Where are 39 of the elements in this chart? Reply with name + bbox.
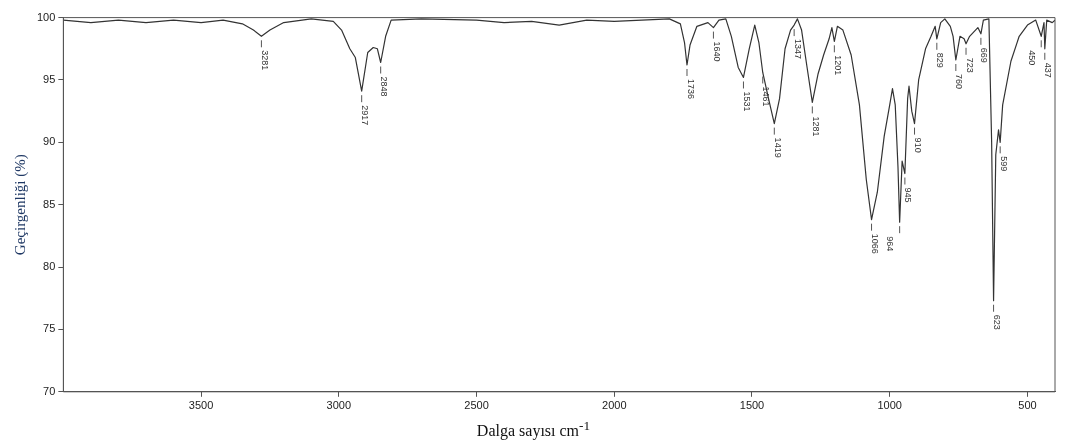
- annotation: 910: [913, 137, 924, 153]
- annotation: 1347: [792, 39, 803, 60]
- y-tick-label: 90: [43, 135, 56, 148]
- annotation: 450: [1026, 50, 1037, 66]
- annotation: 829: [935, 52, 946, 68]
- x-tick-label: 2000: [602, 399, 627, 412]
- x-tick-label: 500: [1018, 399, 1037, 412]
- annotation: 1640: [711, 41, 722, 62]
- y-tick-label: 75: [43, 322, 56, 335]
- annotation: 2848: [379, 76, 390, 97]
- x-tick-label: 2500: [464, 399, 489, 412]
- x-axis-title: Dalga sayısı cm$^{-1}$: [475, 417, 592, 442]
- annotation: 760: [954, 74, 965, 90]
- annotation: 1066: [870, 233, 881, 254]
- y-tick-label: 70: [43, 384, 56, 397]
- annotation: 723: [964, 57, 975, 73]
- x-tick-label: 1500: [739, 399, 765, 412]
- annotation: 599: [998, 156, 1009, 172]
- annotation: 1281: [810, 116, 821, 137]
- y-axis-title: Geçirgenliği (%): [11, 154, 29, 256]
- annotation: 964: [885, 236, 896, 252]
- y-tick-label: 100: [36, 10, 56, 23]
- annotation: 2917: [360, 105, 371, 126]
- annotation: 1461: [761, 86, 772, 107]
- annotation: 3281: [259, 50, 270, 71]
- annotation: 1736: [685, 79, 696, 100]
- x-tick-label: 3500: [188, 399, 214, 412]
- annotation: 623: [992, 314, 1003, 330]
- annotation: 437: [1043, 62, 1054, 78]
- annotation: 1531: [741, 91, 752, 112]
- x-tick-label: 3000: [326, 399, 352, 412]
- annotation: 1419: [772, 137, 783, 158]
- y-tick-label: 95: [43, 73, 56, 85]
- y-tick-label: 80: [43, 260, 56, 273]
- y-tick-label: 85: [43, 197, 56, 210]
- annotation: 1201: [832, 55, 843, 76]
- annotation: 945: [903, 187, 914, 203]
- annotation: 669: [979, 47, 990, 63]
- x-tick-label: 1000: [877, 399, 902, 412]
